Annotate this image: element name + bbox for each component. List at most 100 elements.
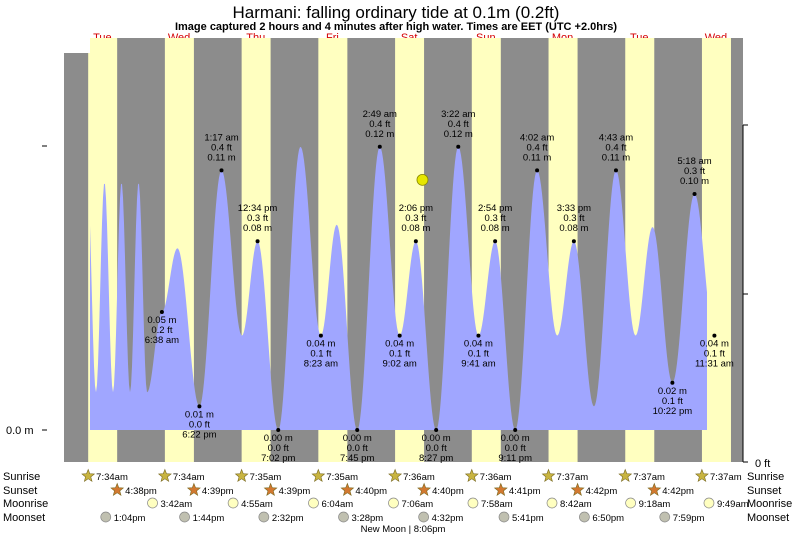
high-tide-label: 0.08 m [401, 223, 430, 234]
moonrise-time-label: 9:18am [639, 499, 671, 510]
high-tide-label: 0.11 m [602, 152, 630, 163]
low-tide-label: 11:31 am [695, 359, 734, 370]
low-tide-point [476, 334, 480, 338]
high-tide-point [693, 192, 697, 196]
sunset-time-label: 4:39pm [279, 486, 311, 497]
sunset-star-icon [188, 484, 200, 496]
high-tide-label: 0.12 m [444, 129, 473, 140]
moonset-moon-icon [180, 512, 190, 522]
low-tide-point [434, 428, 438, 432]
moonset-moon-icon [499, 512, 509, 522]
low-tide-label: 8:23 am [304, 359, 338, 370]
sunrise-time-label: 7:35am [250, 472, 282, 483]
moonset-time-label: 1:04pm [114, 513, 146, 524]
high-tide-label: 0.11 m [207, 152, 235, 163]
low-tide-point [513, 428, 517, 432]
sunset-row-label: Sunset [3, 485, 37, 497]
sunrise-time-label: 7:35am [326, 472, 358, 483]
white-margin [64, 38, 90, 53]
chart-title: Harmani: falling ordinary tide at 0.1m (… [233, 3, 560, 22]
moonset-moon-icon [259, 512, 269, 522]
right-axis-zero-label: 0 ft [755, 458, 770, 470]
sunrise-star-icon [619, 470, 631, 482]
high-tide-point [493, 239, 497, 243]
current-tide-marker [417, 174, 428, 185]
moonset-moon-icon [660, 512, 670, 522]
moonrise-moon-icon [626, 498, 636, 508]
sunset-star-icon [571, 484, 583, 496]
moonrise-row-label-right: Moonrise [747, 498, 792, 510]
high-tide-label: 0.08 m [559, 223, 588, 234]
sunrise-star-icon [312, 470, 324, 482]
sunrise-star-icon [696, 470, 708, 482]
sunset-time-label: 4:40pm [432, 486, 464, 497]
high-tide-label: 0.08 m [481, 223, 510, 234]
low-tide-label: 7:45 pm [340, 453, 374, 464]
moonset-moon-icon [579, 512, 589, 522]
moonrise-time-label: 3:42am [161, 499, 193, 510]
sunrise-time-label: 7:36am [480, 472, 512, 483]
low-tide-point [160, 310, 164, 314]
sunrise-time-label: 7:34am [173, 472, 205, 483]
sunrise-star-icon [542, 470, 554, 482]
moonset-time-label: 5:41pm [512, 513, 544, 524]
low-tide-point [276, 428, 280, 432]
high-tide-label: 0.11 m [523, 152, 551, 163]
sunset-time-label: 4:39pm [202, 486, 234, 497]
low-tide-point [197, 404, 201, 408]
high-tide-point [378, 145, 382, 149]
moonset-time-label: 3:28pm [352, 513, 384, 524]
moonrise-moon-icon [704, 498, 714, 508]
low-tide-label: 8:27 pm [419, 453, 453, 464]
low-tide-label: 6:38 am [145, 335, 179, 346]
sunset-star-icon [418, 484, 430, 496]
moonset-time-label: 7:59pm [673, 513, 705, 524]
low-tide-label: 7:02 pm [261, 453, 295, 464]
high-tide-point [220, 168, 224, 172]
high-tide-point [414, 239, 418, 243]
moonrise-time-label: 9:49am [717, 499, 749, 510]
moon-phase-label: New Moon | 8:06pm [361, 524, 446, 535]
moonset-time-label: 2:32pm [272, 513, 304, 524]
moonrise-moon-icon [547, 498, 557, 508]
sunrise-time-label: 7:37am [710, 472, 742, 483]
sunrise-time-label: 7:37am [557, 472, 589, 483]
sunset-star-icon [495, 484, 507, 496]
high-tide-label: 0.08 m [243, 223, 272, 234]
high-tide-point [535, 168, 539, 172]
astronomy-rows: Sunrise Sunrise 7:34am 7:34am 7:35am 7:35am 7:… [3, 470, 792, 525]
moonrise-moon-icon [148, 498, 158, 508]
sunrise-time-label: 7:37am [633, 472, 665, 483]
sunset-star-icon [264, 484, 276, 496]
sunrise-star-icon [389, 470, 401, 482]
moonrise-moon-icon [388, 498, 398, 508]
low-tide-label: 9:11 pm [498, 453, 532, 464]
moonrise-time-label: 7:06am [401, 499, 433, 510]
high-tide-label: 0.12 m [365, 129, 394, 140]
moonrise-row-label: Moonrise [3, 498, 48, 510]
high-tide-label: 0.10 m [680, 176, 709, 187]
low-tide-label: 9:02 am [383, 359, 417, 370]
moonrise-moon-icon [308, 498, 318, 508]
high-tide-point [456, 145, 460, 149]
sunrise-star-icon [82, 470, 94, 482]
sunset-row-label-right: Sunset [747, 485, 781, 497]
high-tide-point [614, 168, 618, 172]
moonrise-time-label: 7:58am [481, 499, 513, 510]
low-tide-point [355, 428, 359, 432]
sunrise-star-icon [159, 470, 171, 482]
moonset-row-label-right: Moonset [747, 512, 789, 524]
sunset-star-icon [111, 484, 123, 496]
moonset-row-label: Moonset [3, 512, 45, 524]
low-tide-label: 6:22 pm [182, 429, 216, 440]
moonset-moon-icon [419, 512, 429, 522]
sunrise-star-icon [466, 470, 478, 482]
sunset-time-label: 4:41pm [509, 486, 541, 497]
left-axis-zero-label: 0.0 m [6, 425, 34, 437]
moonrise-moon-icon [228, 498, 238, 508]
low-tide-point [670, 381, 674, 385]
low-tide-label: 9:41 am [461, 359, 495, 370]
sunset-time-label: 4:42pm [662, 486, 694, 497]
low-tide-label: 10:22 pm [653, 406, 693, 417]
